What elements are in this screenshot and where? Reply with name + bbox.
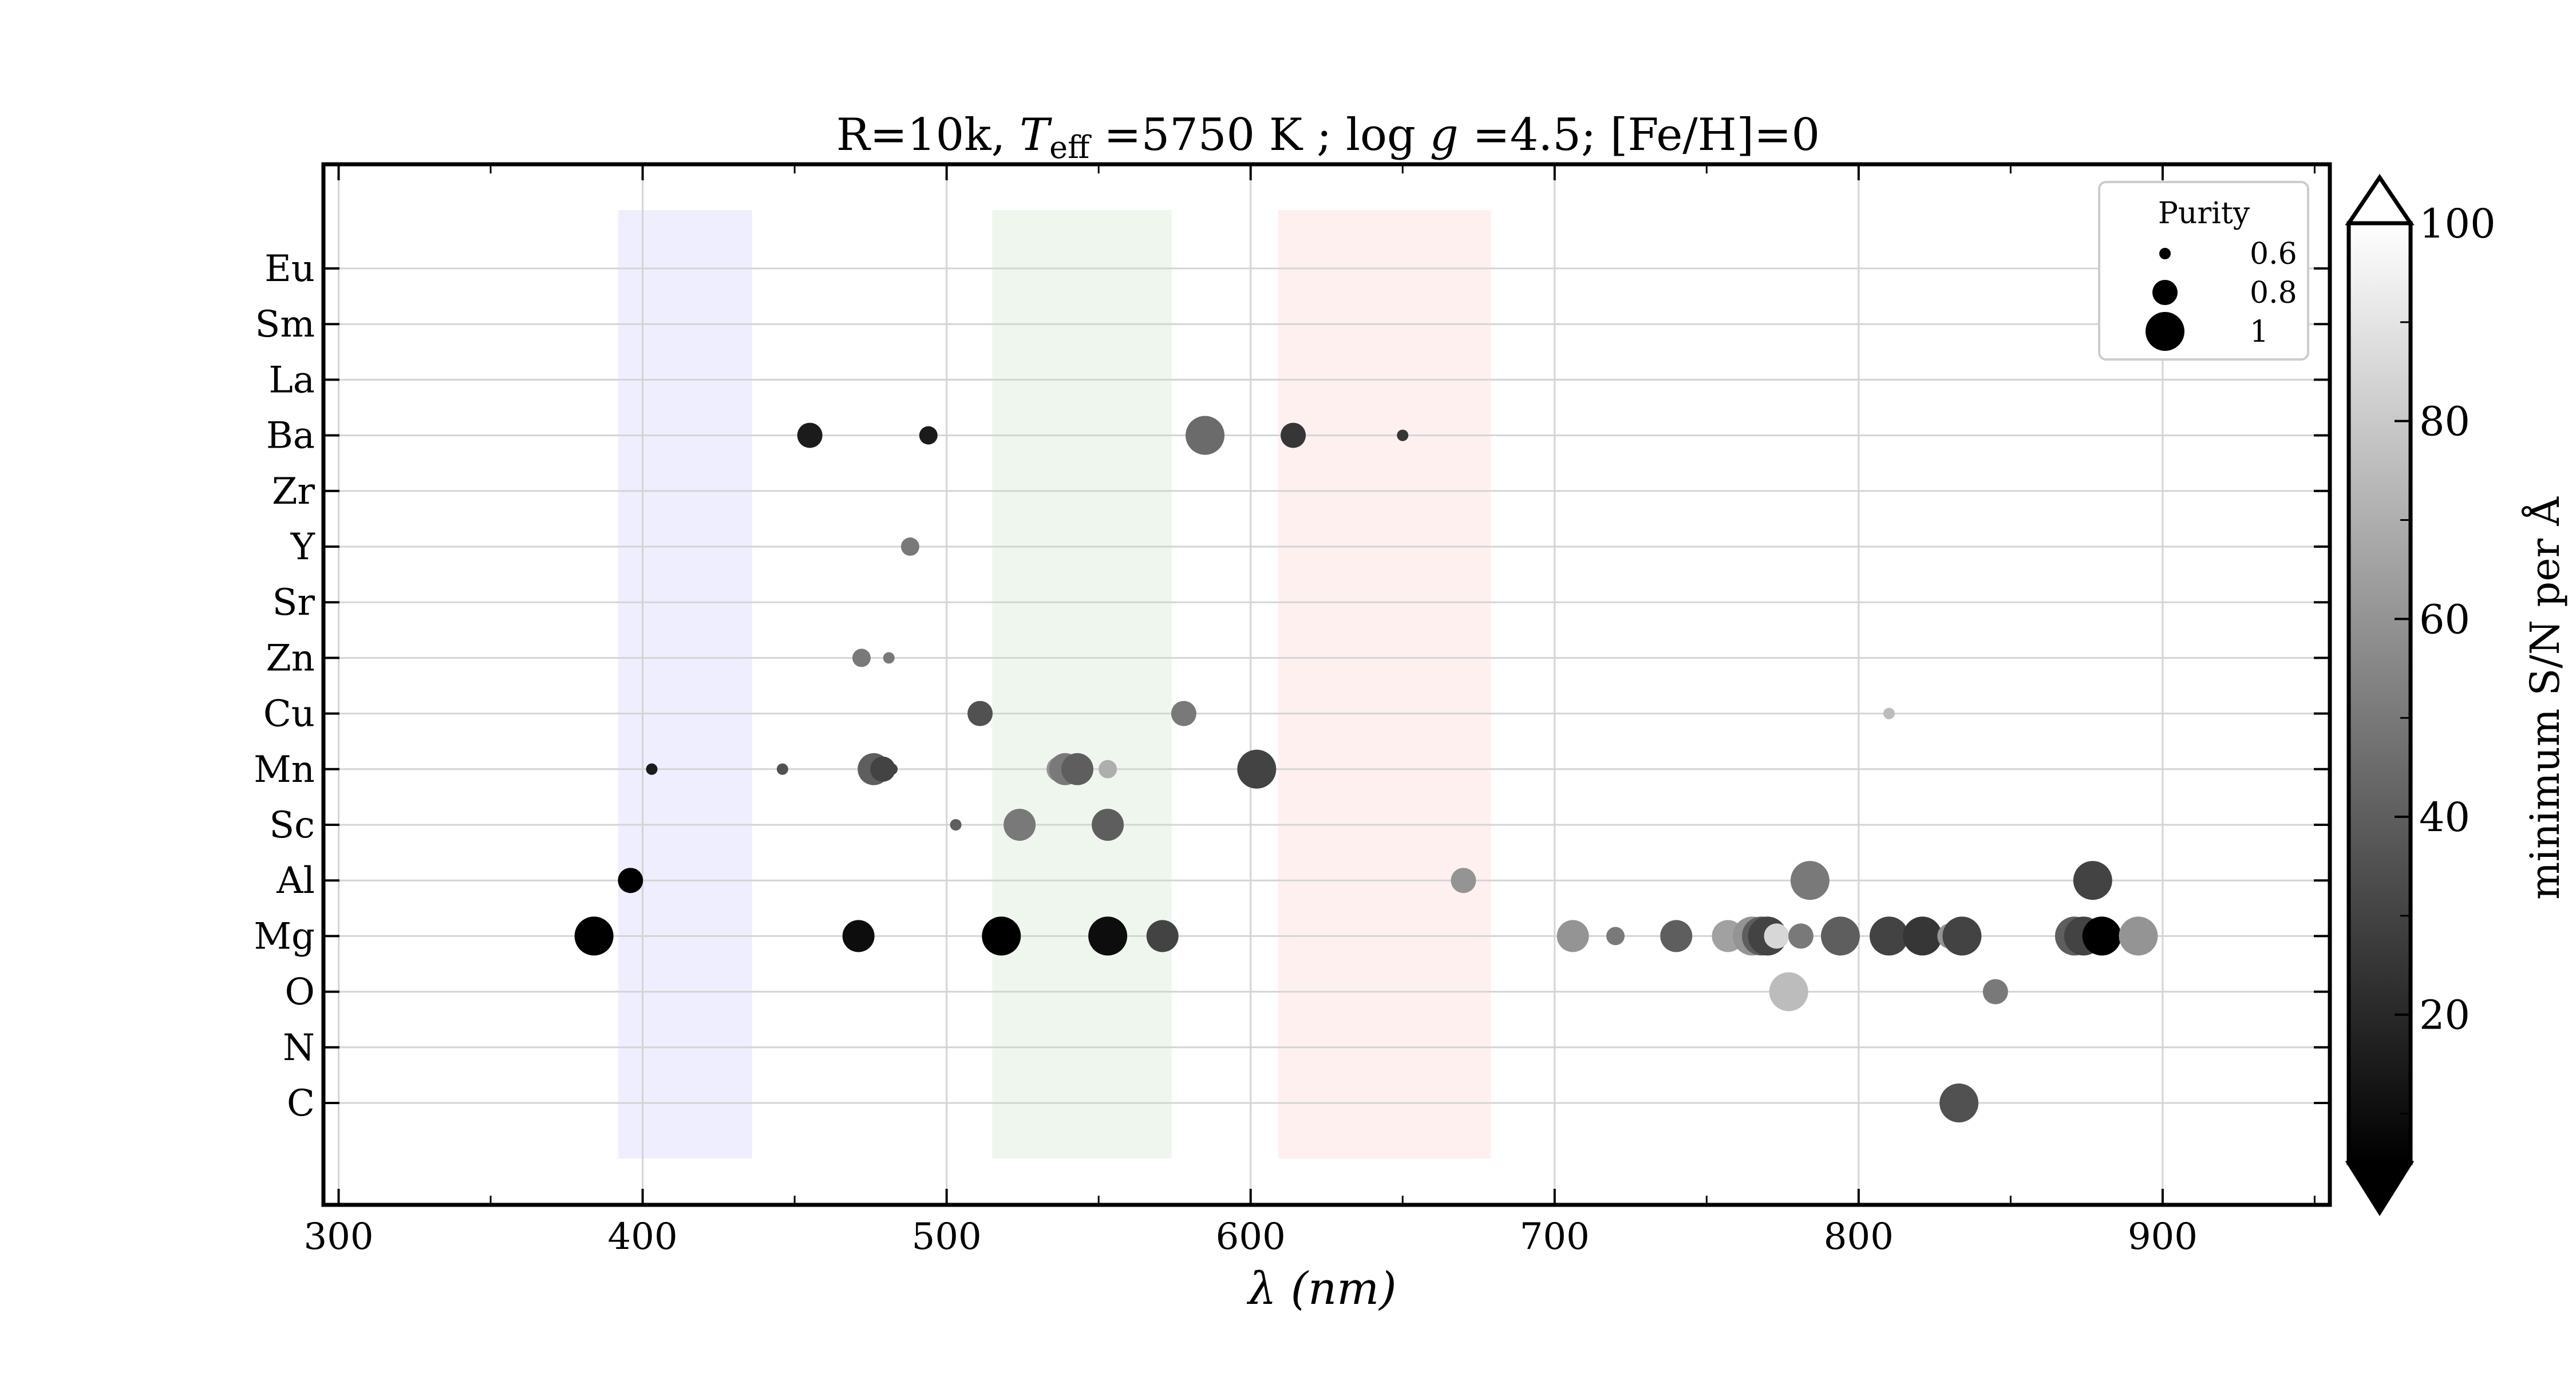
y-tick-label-La: La (268, 359, 315, 401)
point-Mn-20 (1237, 749, 1277, 789)
point-Zn-7 (883, 652, 895, 664)
y-tick-label-O: O (285, 971, 315, 1014)
point-Mg-40 (1764, 923, 1789, 949)
y-tick-label-Sc: Sc (269, 804, 315, 847)
legend-label-0.6: 0.6 (2250, 237, 2297, 271)
legend-marker-0.8 (2152, 280, 2178, 305)
point-Mg-33 (1556, 920, 1589, 952)
y-tick-label-Ba: Ba (266, 415, 315, 457)
plot-frame (321, 162, 2332, 1207)
y-tick-label-Sm: Sm (255, 303, 315, 346)
x-tick-label-600: 600 (1216, 1216, 1286, 1258)
x-tick-label-500: 500 (912, 1216, 982, 1258)
point-Mg-34 (1606, 927, 1625, 946)
y-tick-label-Sr: Sr (272, 582, 315, 624)
point-Ba-2 (1186, 416, 1225, 455)
point-Al-24 (618, 868, 643, 893)
point-Mn-18 (1061, 753, 1094, 785)
point-Al-25 (1451, 868, 1476, 893)
point-Mn-12 (776, 763, 788, 775)
point-Cu-9 (1171, 701, 1196, 726)
point-Ba-0 (797, 422, 823, 448)
cb-tick-label-100: 100 (2419, 200, 2496, 247)
point-Mg-35 (1660, 920, 1693, 952)
wavelength-bands (618, 210, 1491, 1158)
colorbar: 20 40 60 80 100 minimum S/N per Å (2345, 173, 2569, 1216)
y-tick-label-Cu: Cu (263, 693, 315, 736)
y-tick-label-C: C (287, 1082, 315, 1125)
cb-tick-label-80: 80 (2419, 398, 2470, 445)
legend-title: Purity (2158, 196, 2250, 231)
x-axis-label: λ (nm) (1246, 1263, 1396, 1315)
point-Mg-29 (842, 920, 875, 952)
band-1 (992, 210, 1172, 1158)
point-Sc-22 (1003, 809, 1036, 841)
band-2 (1278, 210, 1491, 1158)
y-tick-label-Zr: Zr (272, 470, 315, 513)
point-Mg-30 (982, 916, 1021, 956)
cb-tick-label-20: 20 (2419, 992, 2470, 1039)
legend-label-1: 1 (2250, 315, 2269, 349)
point-Mn-19 (1099, 760, 1117, 778)
point-Ba-3 (1281, 422, 1306, 448)
point-Mg-31 (1088, 916, 1128, 956)
point-O-51 (1769, 972, 1808, 1011)
y-tick-label-Mn: Mn (254, 749, 315, 791)
colorbar-label: minimum S/N per Å (2522, 496, 2569, 900)
colorbar-extend-max (2345, 173, 2415, 226)
point-Mg-46 (1942, 916, 1982, 956)
point-O-52 (1982, 979, 2008, 1005)
y-tick-label-Eu: Eu (264, 248, 315, 290)
point-Y-5 (900, 537, 919, 556)
legend-marker-0.6 (2159, 248, 2171, 259)
y-tick-label-Mg: Mg (254, 915, 315, 958)
point-Mg-43 (1869, 916, 1909, 956)
point-Mn-14 (870, 756, 896, 782)
grid-lines (323, 164, 2330, 1205)
legend-frame (2098, 181, 2309, 361)
point-Ba-4 (1397, 429, 1409, 441)
point-Zn-6 (852, 649, 871, 667)
point-Sc-21 (950, 819, 962, 831)
legend-marker-1 (2146, 312, 2184, 351)
point-Mg-28 (574, 916, 614, 956)
point-Mg-49 (2082, 916, 2121, 956)
chart-title: R=10k, Teff =5750 K ; log g =4.5; [Fe/H]… (836, 109, 1820, 165)
x-tick-label-900: 900 (2128, 1216, 2198, 1258)
point-Mg-42 (1820, 916, 1860, 956)
point-Mg-41 (1788, 923, 1814, 949)
x-tick-label-700: 700 (1520, 1216, 1590, 1258)
data-points (574, 416, 2158, 1122)
y-tick-label-Al: Al (276, 860, 315, 902)
point-C-53 (1939, 1084, 1979, 1122)
y-tick-label-Y: Y (290, 526, 315, 568)
x-tick-label-400: 400 (608, 1216, 678, 1258)
legend: Purity 0.6 0.8 1 (2098, 181, 2309, 361)
point-Mg-44 (1903, 916, 1942, 956)
point-Ba-1 (919, 426, 938, 445)
axis-ticks: 300 400 500 600 700 800 900 CNO Mg Al Sc Mn Cu Zn Sr YZ… (254, 164, 2330, 1258)
x-tick-label-800: 800 (1824, 1216, 1894, 1258)
point-Mn-15 (886, 763, 898, 775)
cb-tick-label-40: 40 (2419, 794, 2470, 841)
point-Al-26 (1790, 861, 1830, 900)
point-Cu-10 (1883, 707, 1895, 719)
colorbar-gradient (2346, 221, 2413, 1165)
point-Sc-23 (1092, 809, 1124, 841)
band-0 (618, 210, 752, 1158)
legend-label-0.8: 0.8 (2250, 276, 2297, 310)
colorbar-extend-min (2345, 1161, 2415, 1216)
y-tick-label-N: N (283, 1027, 315, 1069)
point-Mg-32 (1146, 920, 1179, 952)
point-Mn-11 (646, 763, 658, 775)
point-Al-27 (2073, 861, 2112, 900)
cb-tick-label-60: 60 (2419, 596, 2470, 643)
y-tick-label-Zn: Zn (266, 637, 315, 679)
x-tick-label-300: 300 (303, 1216, 373, 1258)
point-Cu-8 (967, 701, 993, 726)
point-Mg-50 (2119, 916, 2158, 956)
